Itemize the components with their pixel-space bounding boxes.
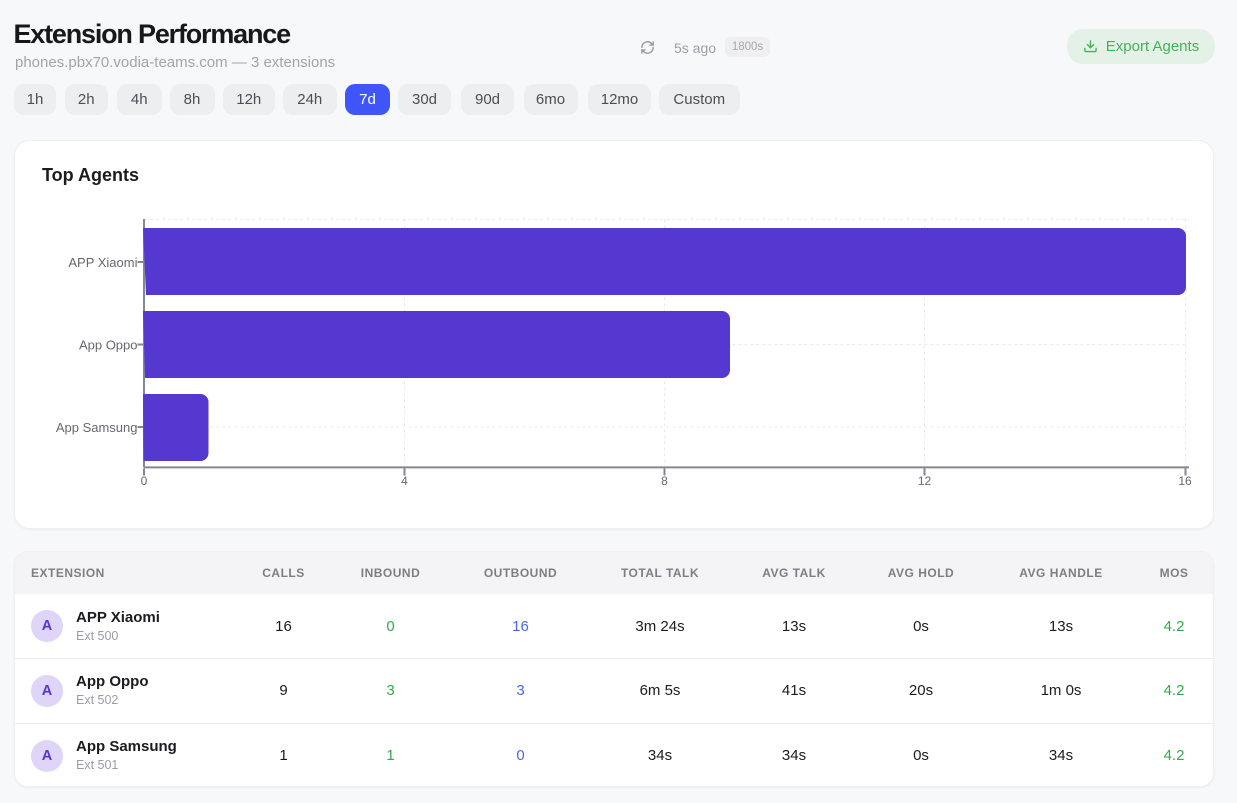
svg-text:8: 8	[661, 474, 668, 488]
svg-text:APP Xiaomi: APP Xiaomi	[68, 255, 137, 270]
svg-text:App Oppo: App Oppo	[79, 338, 138, 353]
svg-text:4: 4	[401, 474, 408, 488]
svg-text:16: 16	[1178, 474, 1192, 488]
svg-text:12: 12	[918, 474, 932, 488]
svg-text:0: 0	[141, 474, 148, 488]
svg-text:App Samsung: App Samsung	[56, 420, 138, 435]
